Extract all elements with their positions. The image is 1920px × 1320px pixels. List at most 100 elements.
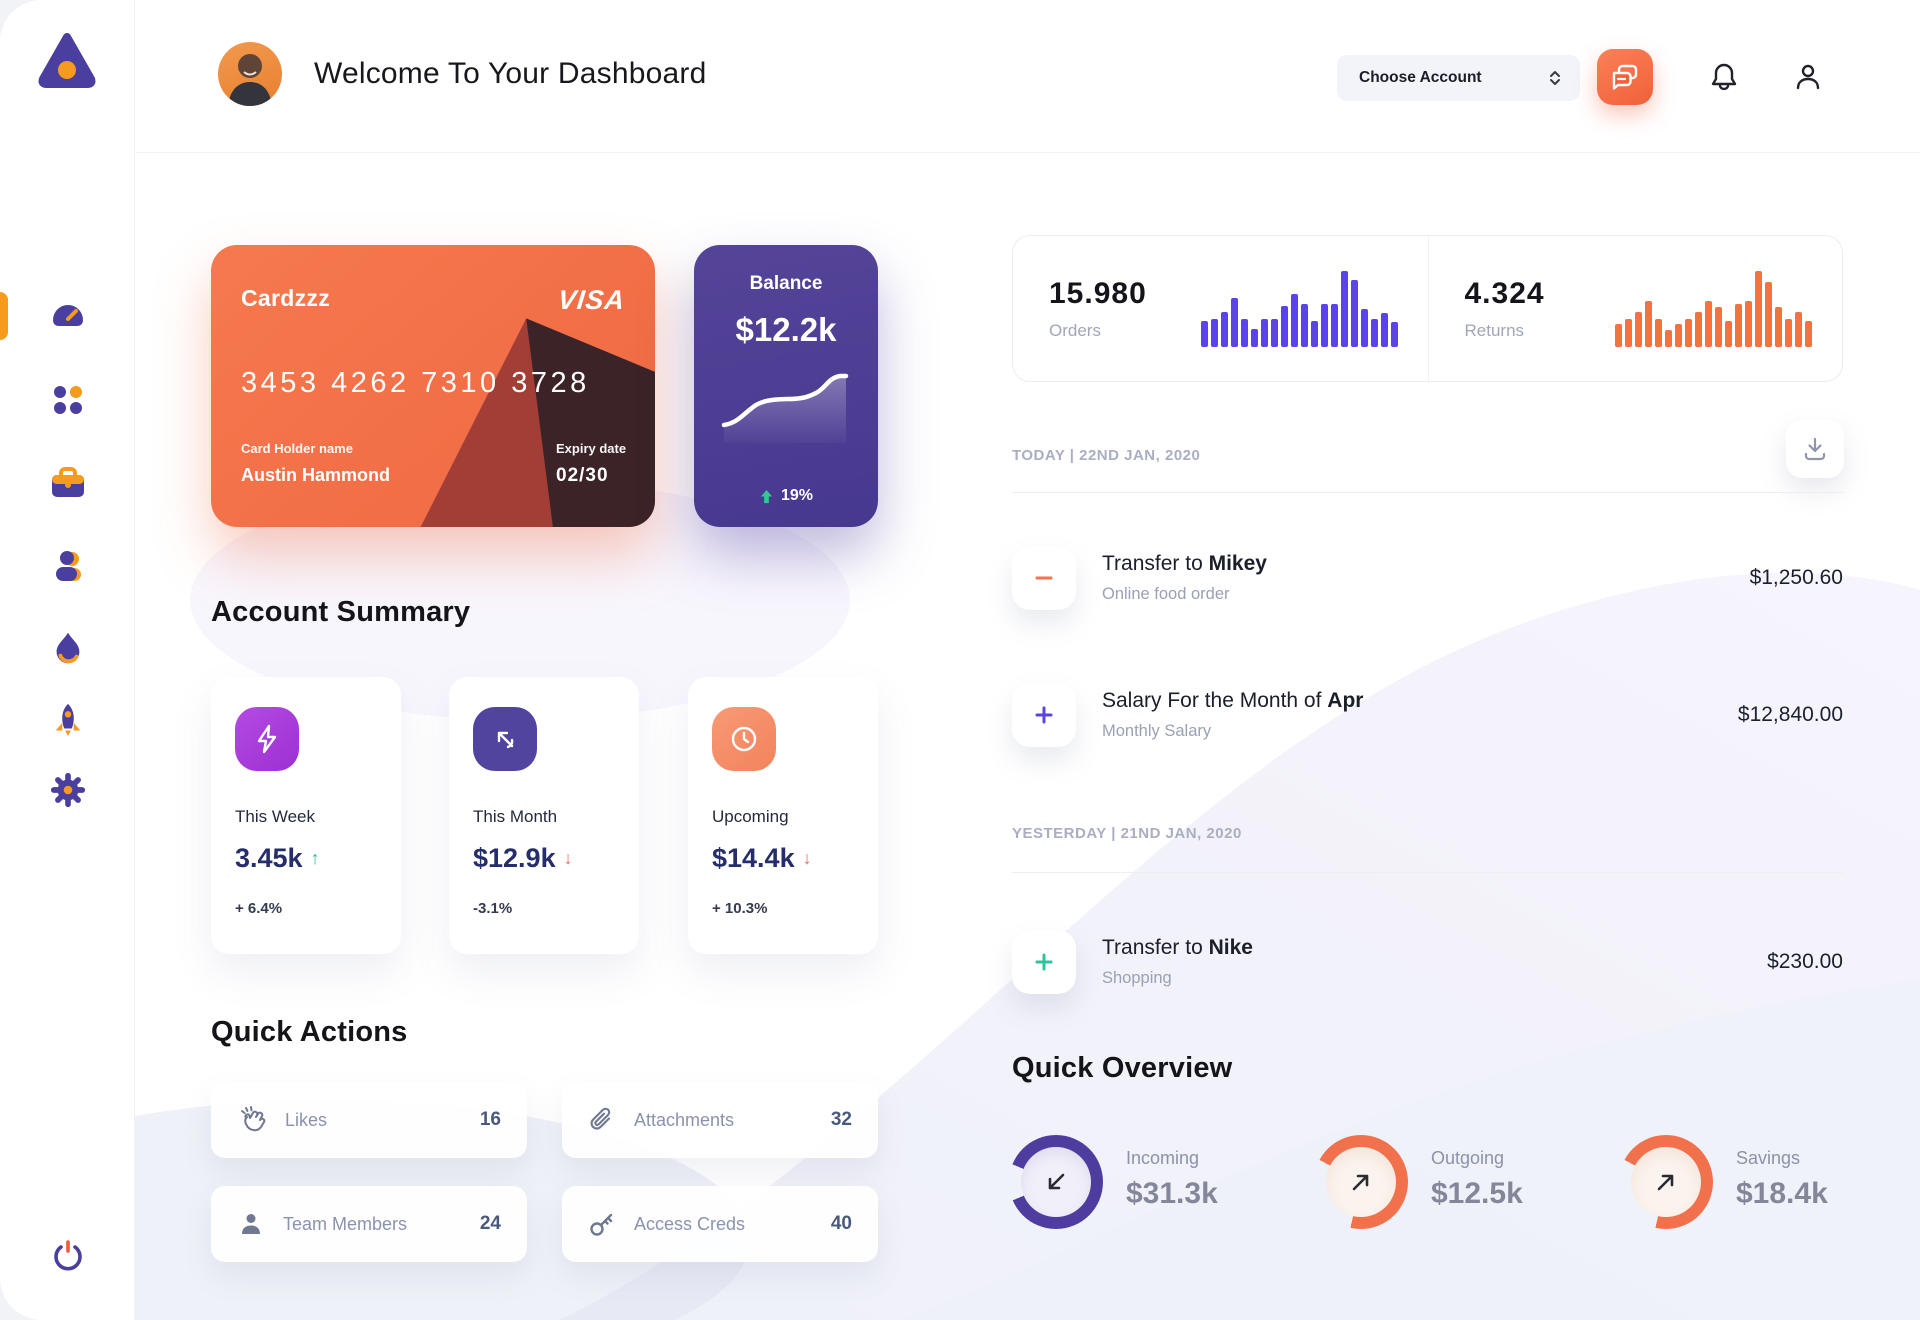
card-expiry-value: 02/30 — [556, 465, 609, 486]
orders-returns-panel: 15.980 Orders 4.324 Returns — [1012, 235, 1843, 382]
transaction-row-salary[interactable]: Salary For the Month of Apr Monthly Sala… — [1012, 683, 1843, 747]
account-summary-heading: Account Summary — [211, 596, 471, 628]
bell-icon — [1711, 63, 1737, 91]
sidebar-item-work[interactable] — [0, 455, 135, 511]
sidebar-item-launch[interactable] — [0, 692, 135, 748]
power-icon — [53, 1240, 82, 1271]
account-select-label: Choose Account — [1359, 69, 1482, 86]
quick-action-label: Access Creds — [634, 1213, 746, 1234]
returns-label: Returns — [1464, 320, 1525, 340]
down-left-arrow-icon — [1048, 1173, 1065, 1190]
person-icon — [242, 1214, 260, 1234]
arrow-up-left-icon — [473, 707, 537, 771]
quick-action-count: 16 — [479, 1109, 501, 1130]
summary-value: $12.9k ↓ — [473, 843, 573, 873]
flame-icon — [56, 632, 79, 664]
summary-value: $14.4k ↓ — [712, 843, 812, 873]
card-holder-name: Austin Hammond — [241, 465, 391, 485]
date-group-yesterday: YESTERDAY | 21ND JAN, 2020 — [1012, 825, 1242, 842]
chat-button[interactable] — [1597, 49, 1653, 105]
quick-action-likes[interactable]: Likes 16 — [211, 1082, 527, 1158]
summary-change: + 10.3% — [712, 900, 768, 917]
person-icon — [1796, 64, 1820, 90]
outgoing-value: $12.5k — [1431, 1177, 1523, 1210]
balance-card[interactable]: Balance $12.2k 19% — [694, 245, 878, 527]
summary-value: 3.45k ↑ — [235, 843, 320, 873]
summary-label: This Month — [473, 807, 558, 826]
transaction-row-mikey[interactable]: Transfer to Mikey Online food order $1,2… — [1012, 546, 1843, 610]
quick-actions-heading: Quick Actions — [211, 1016, 408, 1048]
incoming-value: $31.3k — [1126, 1177, 1218, 1210]
quick-action-count: 32 — [830, 1109, 852, 1130]
quick-action-access-creds[interactable]: Access Creds 40 — [562, 1186, 878, 1262]
credit-card[interactable]: Cardzzz VISA 3453 4262 7310 3728 Card Ho… — [211, 245, 655, 527]
divider — [1012, 872, 1843, 873]
savings-donut — [1619, 1135, 1713, 1229]
quick-action-team-members[interactable]: Team Members 24 — [211, 1186, 527, 1262]
summary-change: + 6.4% — [235, 900, 283, 917]
balance-label: Balance — [749, 273, 823, 294]
outgoing-donut — [1314, 1135, 1408, 1229]
quick-action-attachments[interactable]: Attachments 32 — [562, 1082, 878, 1158]
plus-icon — [1012, 930, 1076, 994]
gear-icon — [50, 772, 85, 808]
sidebar-item-settings[interactable] — [0, 762, 135, 818]
card-expiry-label: Expiry date — [556, 441, 627, 456]
download-button[interactable] — [1786, 420, 1844, 478]
returns-stat: 4.324 Returns — [1427, 236, 1843, 381]
balance-value: $12.2k — [735, 311, 837, 348]
quick-action-label: Attachments — [634, 1109, 735, 1130]
transaction-text: Transfer to Mikey Online food order — [1102, 552, 1267, 603]
page-title: Welcome To Your Dashboard — [314, 57, 707, 90]
header-divider — [136, 152, 1920, 153]
apps-grid-icon — [53, 386, 82, 414]
logout-power-button[interactable] — [0, 1228, 135, 1284]
summary-card-this-week: This Week 3.45k ↑ + 6.4% — [211, 677, 401, 954]
sidebar-item-users[interactable] — [0, 538, 135, 594]
transaction-row-nike[interactable]: Transfer to Nike Shopping $230.00 — [1012, 930, 1843, 994]
minus-icon — [1012, 546, 1076, 610]
account-select[interactable]: Choose Account — [1337, 55, 1580, 101]
transaction-text: Transfer to Nike Shopping — [1102, 936, 1253, 987]
user-icon — [55, 551, 81, 581]
quick-action-count: 40 — [830, 1213, 852, 1234]
summary-change: -3.1% — [473, 900, 513, 917]
profile-button[interactable] — [1786, 55, 1830, 99]
summary-label: This Week — [235, 807, 315, 826]
sidebar-item-trending[interactable] — [0, 620, 135, 676]
clap-icon — [241, 1106, 266, 1132]
transaction-amount: $230.00 — [1767, 950, 1843, 973]
orders-label: Orders — [1049, 320, 1101, 340]
transaction-text: Salary For the Month of Apr Monthly Sala… — [1102, 689, 1364, 740]
transaction-amount: $12,840.00 — [1737, 703, 1843, 726]
lightning-icon — [235, 707, 299, 771]
notifications-button[interactable] — [1702, 55, 1746, 99]
trend-down-arrow: ↓ — [802, 848, 812, 868]
speedometer-icon — [52, 305, 83, 326]
up-right-arrow-icon — [1657, 1174, 1674, 1191]
summary-card-upcoming: Upcoming $14.4k ↓ + 10.3% — [688, 677, 878, 954]
select-chevrons-icon — [1550, 71, 1560, 85]
divider — [1012, 492, 1843, 493]
app-logo[interactable] — [36, 30, 98, 95]
balance-change: 19% — [694, 487, 878, 505]
date-group-today: TODAY | 22ND JAN, 2020 — [1012, 447, 1201, 464]
orders-stat: 15.980 Orders — [1013, 236, 1428, 381]
incoming-donut — [1009, 1135, 1103, 1229]
summary-card-this-month: This Month $12.9k ↓ -3.1% — [449, 677, 639, 954]
savings-value: $18.4k — [1736, 1177, 1828, 1210]
balance-sparkline — [721, 373, 849, 443]
card-name: Cardzzz — [241, 285, 331, 311]
active-indicator — [0, 292, 8, 340]
sidebar-item-dashboard[interactable] — [0, 288, 135, 344]
user-avatar[interactable] — [218, 42, 282, 106]
briefcase-icon — [51, 467, 84, 497]
orders-value: 15.980 — [1049, 276, 1147, 310]
visa-logo: VISA — [556, 285, 627, 315]
sidebar-item-apps[interactable] — [0, 372, 135, 428]
transaction-amount: $1,250.60 — [1749, 566, 1843, 589]
quick-action-label: Team Members — [283, 1213, 408, 1234]
up-right-arrow-icon — [1352, 1174, 1369, 1191]
trend-up-arrow: ↑ — [310, 848, 320, 868]
